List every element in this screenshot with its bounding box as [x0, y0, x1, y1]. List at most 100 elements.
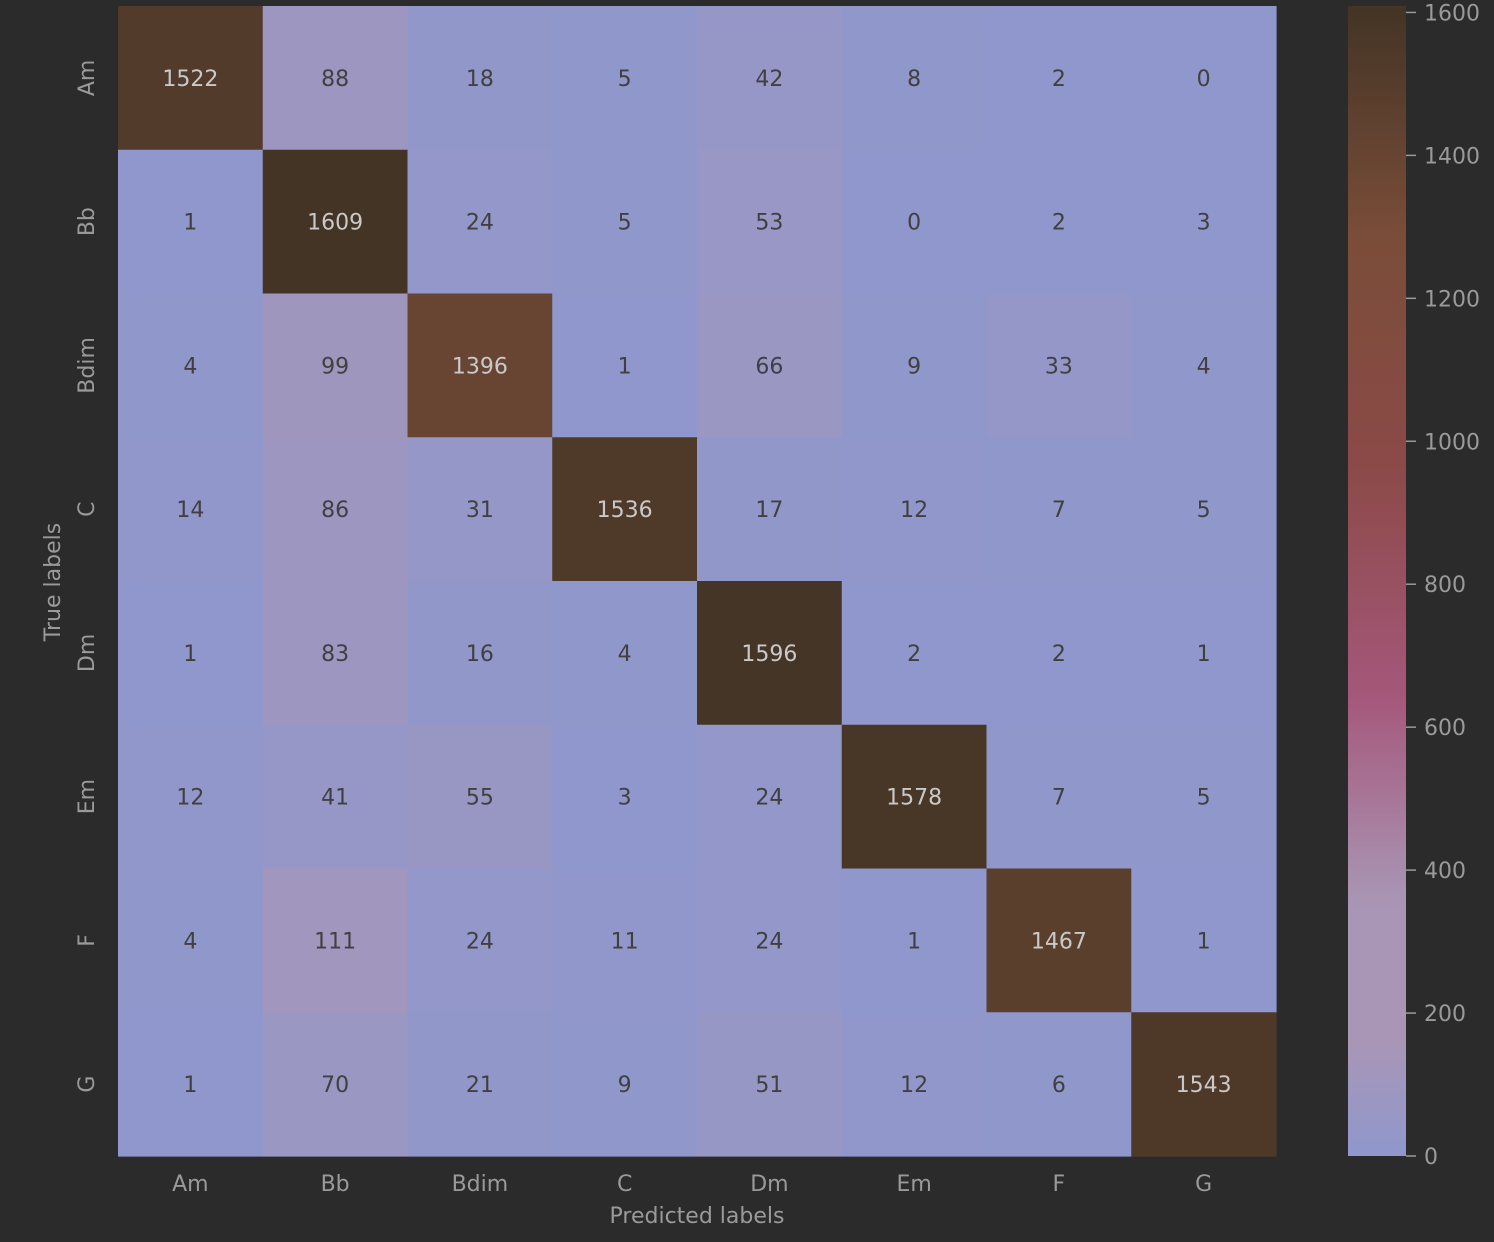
x-tick-label: C — [617, 1172, 632, 1197]
y-tick-label: Dm — [75, 634, 100, 672]
cell-value-label: 2 — [907, 642, 921, 667]
cell-value-label: 1 — [618, 354, 632, 379]
cell-value-label: 18 — [466, 67, 494, 92]
colorbar-tick-label: 200 — [1424, 1002, 1466, 1027]
y-tick-label: C — [75, 501, 100, 516]
heatmap-cell — [118, 581, 264, 726]
cell-value-label: 11 — [611, 929, 639, 954]
heatmap-cell — [1131, 149, 1277, 295]
cell-value-label: 5 — [1197, 498, 1211, 523]
heatmap-cell — [986, 1012, 1132, 1157]
cell-value-label: 1 — [1197, 929, 1211, 954]
cell-value-label: 12 — [900, 498, 928, 523]
cell-value-label: 1 — [907, 929, 921, 954]
cell-value-label: 6 — [1052, 1073, 1066, 1098]
cell-value-label: 24 — [755, 786, 783, 811]
cell-value-label: 12 — [900, 1073, 928, 1098]
y-tick-label: Bdim — [75, 337, 100, 394]
cell-value-label: 2 — [1052, 211, 1066, 236]
cell-value-label: 14 — [176, 498, 204, 523]
heatmap-cell — [118, 868, 264, 1013]
heatmap-cell — [118, 6, 264, 151]
heatmap-cell — [841, 1012, 988, 1157]
cell-value-label: 5 — [618, 211, 632, 236]
heatmap-cell — [841, 581, 988, 726]
y-tick-label: Em — [75, 779, 100, 814]
heatmap-cell — [841, 437, 988, 582]
cell-value-label: 0 — [907, 211, 921, 236]
cell-value-label: 12 — [176, 786, 204, 811]
cell-value-label: 9 — [618, 1073, 632, 1098]
cell-value-label: 3 — [1197, 211, 1211, 236]
cell-value-label: 1 — [1197, 642, 1211, 667]
cell-value-label: 5 — [1197, 786, 1211, 811]
colorbar-tick-label: 0 — [1424, 1145, 1438, 1170]
x-tick-label: Em — [896, 1172, 931, 1197]
cell-value-label: 4 — [618, 642, 632, 667]
heatmap-cell — [1131, 293, 1277, 438]
colorbar-tick-label: 1600 — [1424, 1, 1480, 26]
cell-value-label: 4 — [1197, 354, 1211, 379]
cell-value-label: 70 — [321, 1073, 349, 1098]
cell-value-label: 55 — [466, 786, 494, 811]
y-tick-label: Am — [75, 60, 100, 96]
heatmap-cell — [407, 437, 553, 582]
cell-value-label: 66 — [755, 354, 783, 379]
x-tick-label: F — [1053, 1172, 1066, 1197]
colorbar-tick-label: 400 — [1424, 859, 1466, 884]
heatmap-cell — [697, 437, 843, 582]
x-tick-label: G — [1195, 1172, 1212, 1197]
y-axis-label: True labels — [41, 523, 66, 642]
cell-value-label: 1609 — [307, 211, 363, 236]
colorbar: 0 200 400 600 800 1000 1200 1400 1600 — [1348, 1, 1480, 1170]
x-axis-label: Predicted labels — [610, 1204, 785, 1229]
heatmap-cell — [1131, 6, 1277, 151]
cell-value-label: 24 — [466, 929, 494, 954]
cell-value-label: 0 — [1197, 67, 1211, 92]
x-tick-label: Dm — [750, 1172, 788, 1197]
heatmap-cell — [262, 868, 409, 1013]
cell-value-label: 16 — [466, 642, 494, 667]
y-axis-tick-labels: Am Bb Bdim C Dm Em F G — [75, 60, 100, 1093]
cell-value-label: 17 — [755, 498, 783, 523]
heatmap-cell — [118, 1012, 264, 1157]
heatmap-cell — [841, 6, 988, 151]
cell-value-label: 1396 — [452, 354, 508, 379]
cell-value-label: 83 — [321, 642, 349, 667]
heatmap-cell — [407, 149, 553, 295]
colorbar-tick-label: 800 — [1424, 573, 1466, 598]
cell-value-label: 31 — [466, 498, 494, 523]
cell-value-label: 1522 — [162, 67, 218, 92]
heatmap-cell — [552, 6, 698, 151]
heatmap-cell — [986, 437, 1132, 582]
cell-value-label: 21 — [466, 1073, 494, 1098]
cell-value-label: 8 — [907, 67, 921, 92]
heatmap-cell — [697, 581, 843, 726]
heatmap-cell — [118, 293, 264, 438]
colorbar-tick-label: 1200 — [1424, 287, 1480, 312]
cell-value-label: 24 — [755, 929, 783, 954]
heatmap-cell — [552, 1012, 698, 1157]
heatmap-cell — [262, 293, 409, 438]
heatmap-cell — [552, 868, 698, 1013]
cell-value-label: 86 — [321, 498, 349, 523]
heatmap-cell — [986, 149, 1132, 295]
cell-value-label: 3 — [618, 786, 632, 811]
cell-value-label: 1 — [183, 211, 197, 236]
heatmap-cell — [407, 581, 553, 726]
heatmap-cell — [552, 293, 698, 438]
heatmap-cell — [262, 437, 409, 582]
cell-value-label: 4 — [183, 354, 197, 379]
cell-value-label: 1536 — [597, 498, 653, 523]
heatmap-cell — [841, 724, 988, 870]
cell-value-label: 24 — [466, 211, 494, 236]
cell-value-label: 88 — [321, 67, 349, 92]
cell-value-label: 1596 — [741, 642, 797, 667]
cell-value-label: 1 — [183, 1073, 197, 1098]
heatmap-cell — [697, 6, 843, 151]
heatmap-cell — [118, 149, 264, 295]
cell-value-label: 1578 — [886, 786, 942, 811]
colorbar-tick-label: 600 — [1424, 716, 1466, 741]
cell-value-label: 51 — [755, 1073, 783, 1098]
x-tick-label: Bb — [321, 1172, 350, 1197]
